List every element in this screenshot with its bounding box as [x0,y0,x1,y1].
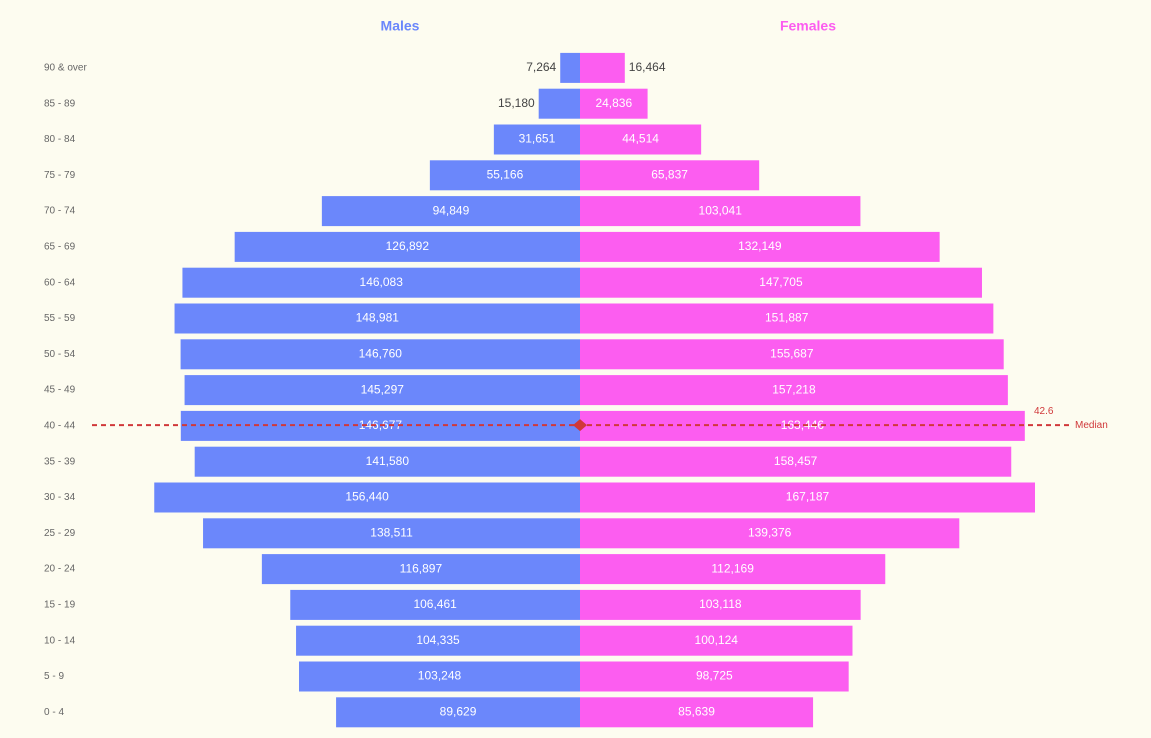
data-label: 146,083 [360,275,404,289]
data-label: 106,461 [413,597,457,611]
median-label: Median [1075,420,1108,431]
data-label: 103,041 [699,203,743,217]
data-label: 157,218 [772,382,816,396]
male-bar [174,303,580,334]
male-bar [184,375,580,406]
y-tick-label: 45 - 49 [44,385,76,396]
male-bar [299,661,580,692]
female-bar [580,625,853,656]
data-label: 24,836 [595,96,632,110]
female-bar [580,697,814,728]
female-bar [580,446,1012,477]
data-label: 85,639 [678,704,715,718]
data-label: 126,892 [386,239,430,253]
data-label: 139,376 [748,525,792,539]
y-tick-label: 75 - 79 [44,170,76,181]
median-value: 42.6 [1034,406,1054,417]
data-label: 98,725 [696,669,733,683]
male-bar [261,554,580,585]
female-bar [580,196,861,227]
y-tick-label: 65 - 69 [44,242,76,253]
data-label: 7,264 [526,60,556,74]
data-label: 103,118 [699,597,742,611]
y-tick-label: 55 - 59 [44,313,76,324]
data-label: 163,446 [781,418,825,432]
female-bar [580,303,994,334]
male-bar [336,697,580,728]
data-label: 100,124 [695,633,739,647]
male-bar [538,88,580,119]
data-label: 116,897 [400,561,443,575]
y-tick-label: 60 - 64 [44,277,76,288]
y-tick-label: 5 - 9 [44,671,64,682]
data-label: 148,981 [356,311,400,325]
female-bar [580,375,1008,406]
data-label: 147,705 [759,275,803,289]
male-bar [182,267,580,298]
male-bar [180,339,580,370]
data-label: 167,187 [786,490,830,504]
female-bar [580,554,886,585]
female-bar [580,518,960,549]
y-tick-label: 30 - 34 [44,492,76,503]
male-bar [296,625,580,656]
y-tick-label: 35 - 39 [44,456,76,467]
males-title: Males [381,18,420,34]
male-bar [493,124,580,155]
male-bar [560,52,580,83]
data-label: 132,149 [738,239,782,253]
y-tick-label: 85 - 89 [44,98,76,109]
male-bar [234,231,581,262]
male-bar [154,482,581,513]
data-label: 156,440 [345,490,389,504]
female-bar [580,482,1035,513]
data-label: 89,629 [440,704,477,718]
data-label: 31,651 [519,132,556,146]
y-tick-label: 80 - 84 [44,134,76,145]
y-tick-label: 70 - 74 [44,206,76,217]
female-bar [580,124,702,155]
male-bar [194,446,580,477]
y-tick-label: 50 - 54 [44,349,76,360]
y-tick-label: 20 - 24 [44,564,76,575]
data-label: 65,837 [651,167,688,181]
male-bar [429,160,580,191]
y-tick-label: 0 - 4 [44,707,64,718]
male-bar [290,589,580,620]
data-label: 146,760 [359,346,403,360]
data-label: 94,849 [433,203,470,217]
y-tick-label: 10 - 14 [44,635,76,646]
data-label: 15,180 [498,96,535,110]
data-label: 145,297 [361,382,405,396]
y-tick-label: 40 - 44 [44,421,76,432]
data-label: 16,464 [629,60,666,74]
females-title: Females [780,18,836,34]
median-marker [573,419,587,432]
y-tick-label: 90 & over [44,63,87,74]
data-label: 138,511 [370,525,413,539]
female-bar [580,661,849,692]
data-label: 151,887 [765,311,809,325]
female-bar [580,160,760,191]
data-label: 141,580 [366,454,410,468]
male-bar [203,518,580,549]
female-bar [580,267,982,298]
data-label: 112,169 [711,561,754,575]
y-tick-label: 15 - 19 [44,600,76,611]
female-bar [580,231,940,262]
female-bar [580,339,1004,370]
data-label: 158,457 [774,454,818,468]
data-label: 44,514 [622,132,659,146]
y-tick-label: 25 - 29 [44,528,76,539]
data-label: 55,166 [487,167,524,181]
data-label: 155,687 [770,346,814,360]
female-bar [580,589,861,620]
female-bar [580,52,625,83]
data-label: 104,335 [416,633,460,647]
male-bar [321,196,580,227]
data-label: 103,248 [418,669,462,683]
female-bar [580,88,648,119]
